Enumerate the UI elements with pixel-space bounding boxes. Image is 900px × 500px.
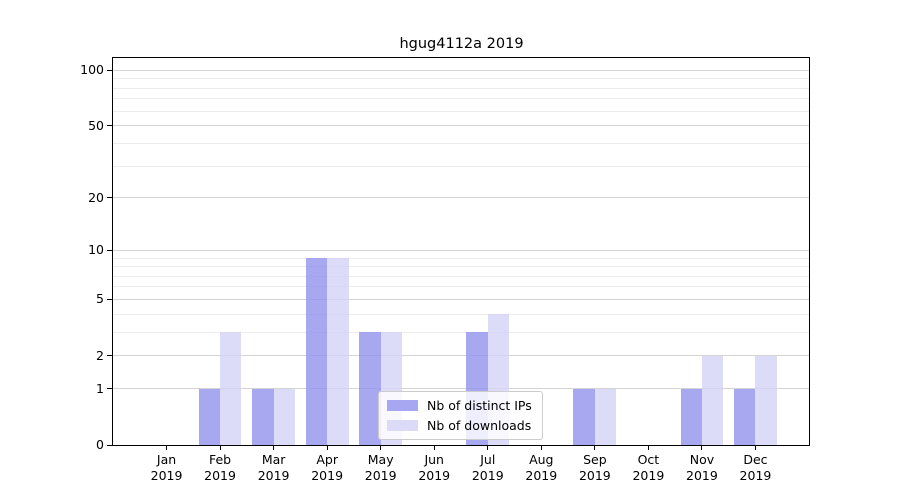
gridline-minor (113, 266, 809, 268)
x-tick-mark (487, 446, 489, 450)
legend-label-downloads: Nb of downloads (427, 418, 532, 433)
bar-distinct-ips (252, 388, 274, 445)
gridline-major (113, 197, 809, 199)
bar-downloads (273, 388, 295, 445)
x-tick-label: Mar 2019 (257, 452, 290, 483)
y-tick-label: 5 (96, 291, 104, 307)
gridline-minor (113, 110, 809, 112)
y-tick-mark (107, 197, 112, 199)
gridline-minor (113, 286, 809, 288)
y-tick-label: 0 (96, 437, 104, 452)
gridline-minor (113, 78, 809, 80)
x-tick-label: Aug 2019 (525, 452, 558, 483)
gridline-minor (113, 313, 809, 315)
x-tick-mark (166, 446, 168, 450)
y-tick-mark (107, 355, 112, 357)
x-tick-mark (594, 446, 596, 450)
bar-distinct-ips (305, 258, 328, 445)
gridline-minor (113, 87, 809, 89)
legend-swatch-distinct-ips (387, 400, 418, 411)
legend-swatch-downloads (387, 420, 418, 431)
y-tick-label: 50 (88, 117, 104, 133)
x-tick-mark (433, 446, 435, 450)
gridline-major (113, 125, 809, 127)
y-tick-mark (107, 298, 112, 300)
x-tick-mark (273, 446, 275, 450)
y-tick-mark (107, 388, 112, 390)
x-tick-label: Apr 2019 (311, 452, 344, 483)
bar-distinct-ips (734, 388, 756, 445)
y-tick-label: 2 (96, 347, 104, 363)
x-tick-mark (380, 446, 382, 450)
legend-label-distinct-ips: Nb of distinct IPs (427, 398, 532, 413)
bar-downloads (701, 355, 724, 445)
y-tick-mark (107, 125, 112, 127)
gridline-major (113, 69, 809, 71)
gridline-minor (113, 275, 809, 277)
x-tick-mark (540, 446, 542, 450)
y-tick-label: 100 (80, 62, 104, 78)
gridline-minor (113, 142, 809, 144)
gridline-major (113, 249, 809, 251)
bar-downloads (594, 388, 617, 445)
y-tick-label: 20 (88, 189, 104, 205)
legend: Nb of distinct IPs Nb of downloads (378, 391, 543, 440)
gridline-major (113, 388, 809, 390)
bar-distinct-ips (198, 388, 221, 445)
gridline-minor (113, 257, 809, 259)
y-tick-mark (107, 69, 112, 71)
x-tick-label: Jun 2019 (418, 452, 451, 483)
x-tick-label: Oct 2019 (632, 452, 665, 483)
bar-downloads (327, 258, 349, 445)
y-tick-mark (107, 249, 112, 251)
gridline-major (113, 355, 809, 357)
plot-area (112, 57, 810, 446)
y-tick-mark (107, 444, 112, 446)
bar-downloads (755, 355, 777, 445)
x-tick-mark (219, 446, 221, 450)
bar-distinct-ips (573, 388, 595, 445)
x-tick-label: Sep 2019 (578, 452, 611, 483)
legend-item-downloads: Nb of downloads (387, 418, 532, 433)
y-tick-label: 1 (96, 380, 104, 396)
gridline-major (113, 298, 809, 300)
x-tick-mark (647, 446, 649, 450)
x-tick-mark (754, 446, 756, 450)
bar-distinct-ips (680, 388, 702, 445)
x-tick-label: Feb 2019 (204, 452, 236, 483)
x-tick-label: Nov 2019 (686, 452, 718, 483)
x-tick-mark (326, 446, 328, 450)
gridline-minor (113, 98, 809, 100)
x-tick-label: May 2019 (364, 452, 397, 483)
chart-title: hgug4112a 2019 (399, 36, 524, 52)
gridline-minor (113, 331, 809, 333)
x-tick-label: Jul 2019 (471, 452, 504, 483)
bar-distinct-ips (359, 332, 381, 445)
y-tick-label: 10 (88, 242, 104, 258)
gridline-minor (113, 165, 809, 167)
x-tick-label: Dec 2019 (739, 452, 772, 483)
bar-downloads (220, 332, 242, 445)
x-tick-label: Jan 2019 (150, 452, 183, 483)
legend-item-distinct-ips: Nb of distinct IPs (387, 398, 532, 413)
x-tick-mark (701, 446, 703, 450)
